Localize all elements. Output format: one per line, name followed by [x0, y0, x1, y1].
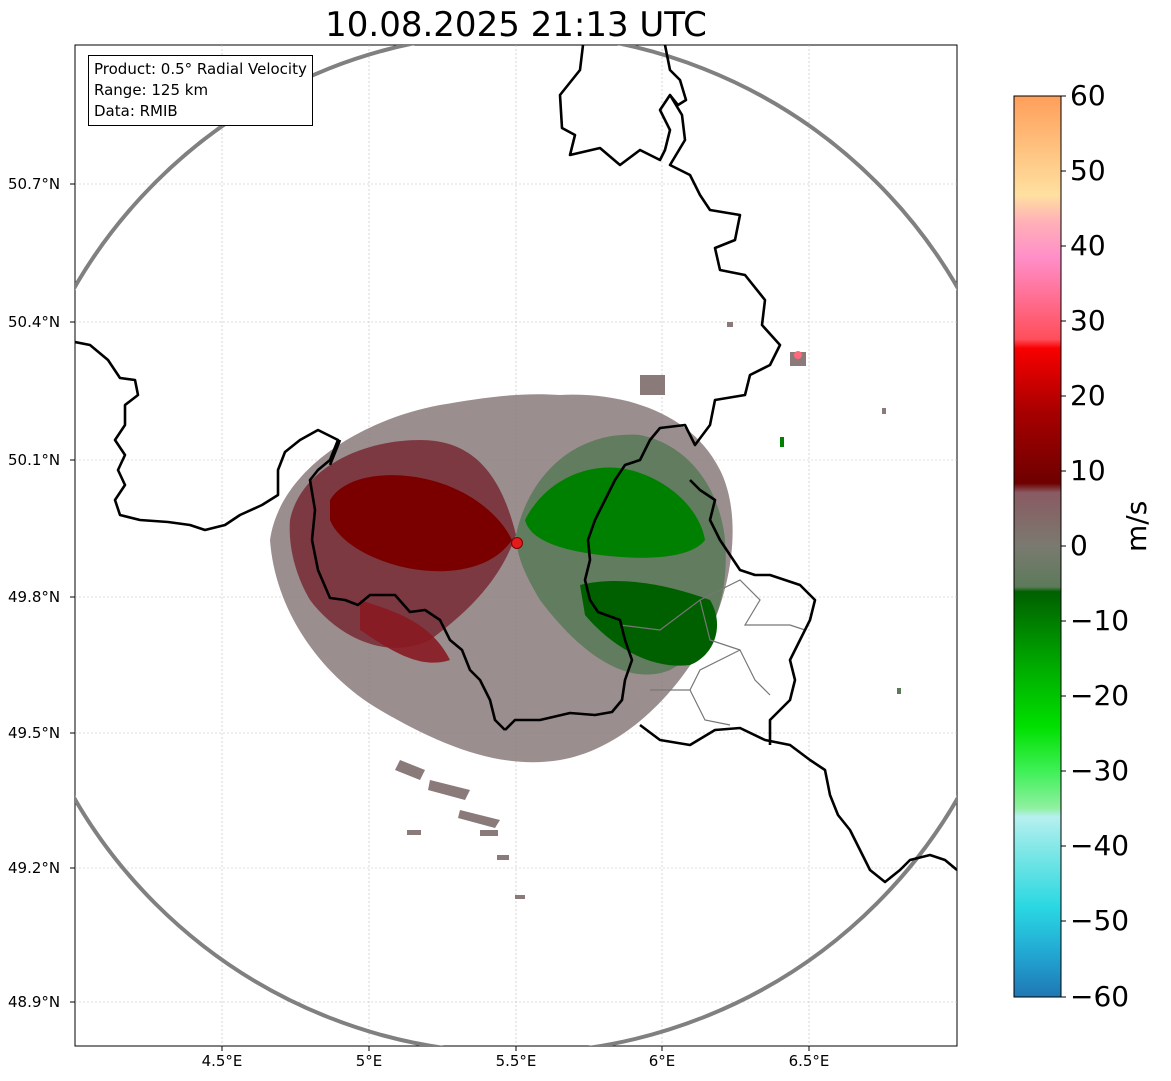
velocity-echoes: [270, 322, 901, 899]
axis-ticks: [70, 183, 810, 1051]
lat-tick-label: 49.5°N: [8, 724, 61, 742]
lon-tick-label: 4.5°E: [201, 1052, 243, 1070]
lat-tick-label: 50.4°N: [8, 313, 61, 331]
colorbar-tick-label: 10: [1070, 454, 1106, 487]
colorbar-tick-label: 30: [1070, 304, 1106, 337]
colorbar-unit-label: m/s: [1120, 500, 1153, 552]
lon-tick-label: 5.5°E: [495, 1052, 537, 1070]
colorbar-tick-label: −50: [1070, 904, 1130, 937]
colorbar-tick-label: 0: [1070, 529, 1088, 562]
product-info-box: Product: 0.5° Radial Velocity Range: 125…: [88, 55, 313, 126]
colorbar-gradient: [1013, 95, 1062, 998]
lon-tick-label: 6.5°E: [788, 1052, 830, 1070]
country-borders: [75, 45, 957, 884]
radar-site-marker[interactable]: [511, 537, 523, 549]
admin-borders: [619, 579, 806, 726]
colorbar: [1013, 95, 1066, 998]
range-label: Range: 125 km: [94, 81, 209, 99]
lon-tick-label: 6°E: [648, 1052, 676, 1070]
product-label: Product: 0.5° Radial Velocity: [94, 60, 307, 78]
lat-tick-label: 49.8°N: [8, 588, 61, 606]
lat-tick-label: 48.9°N: [8, 993, 61, 1011]
colorbar-tick-label: 50: [1070, 154, 1106, 187]
source-label: Data: RMIB: [94, 102, 178, 120]
colorbar-tick-label: −10: [1070, 604, 1130, 637]
lat-tick-label: 49.2°N: [8, 859, 61, 877]
colorbar-tick-label: −40: [1070, 829, 1130, 862]
map-title: 10.08.2025 21:13 UTC: [325, 5, 707, 45]
colorbar-tick-label: −20: [1070, 679, 1130, 712]
colorbar-tick-label: 60: [1070, 79, 1106, 112]
colorbar-tick-label: −60: [1070, 980, 1130, 1013]
lat-tick-label: 50.7°N: [8, 175, 61, 193]
colorbar-tick-label: 20: [1070, 379, 1106, 412]
lon-tick-label: 5°E: [355, 1052, 383, 1070]
colorbar-tick-label: 40: [1070, 229, 1106, 262]
lat-tick-label: 50.1°N: [8, 451, 61, 469]
colorbar-tick-label: −30: [1070, 754, 1130, 787]
